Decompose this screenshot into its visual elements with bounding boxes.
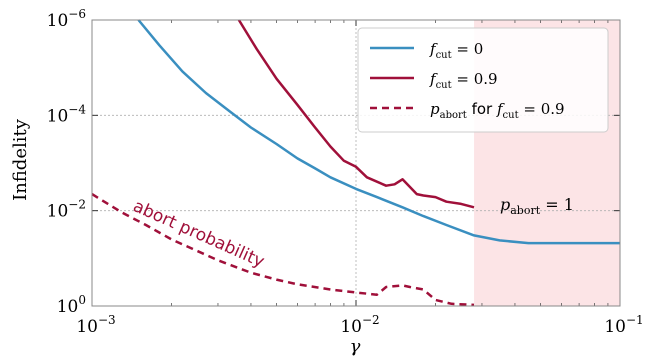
x-tick-label: 10−1 <box>604 313 643 337</box>
region-annotation: pabort = 1 <box>500 195 574 217</box>
legend-item-fcut-0: fcut = 0 <box>370 40 483 61</box>
y-tick-label: 100 <box>57 293 86 317</box>
series-line-0 <box>137 19 620 245</box>
legend-label-fcut-0: fcut = 0 <box>429 40 483 61</box>
region-label-main: p <box>500 195 510 214</box>
y-tick-label: 10−2 <box>47 198 86 222</box>
x-tick-label: 10−2 <box>340 313 379 337</box>
x-axis-label: γ <box>350 336 361 357</box>
series-layer <box>91 19 620 307</box>
legend: fcut = 0 fcut = 0.9 pabort for fcut = 0.… <box>357 27 609 133</box>
abort-probability-annotation: abort probability <box>130 196 267 272</box>
y-tick-label: 10−6 <box>47 7 86 31</box>
legend-item-fcut-09: fcut = 0.9 <box>370 70 498 91</box>
y-tick-label: 10−4 <box>47 102 87 126</box>
y-axis-label: Infidelity <box>10 118 31 201</box>
legend-label-fcut-09: fcut = 0.9 <box>429 70 498 91</box>
tick-labels: 10−3 10−2 10−1 10−6 10−4 10−2 100 <box>47 7 644 337</box>
x-tick-label: 10−3 <box>76 313 115 337</box>
region-label-sub: abort <box>510 204 540 217</box>
region-label-rest: = 1 <box>540 195 574 214</box>
legend-box <box>357 27 609 133</box>
legend-label-pabort: pabort for fcut = 0.9 <box>430 100 565 121</box>
legend-item-pabort: pabort for fcut = 0.9 <box>370 100 565 121</box>
series-line-1 <box>237 19 475 209</box>
plot-frame <box>91 19 621 307</box>
